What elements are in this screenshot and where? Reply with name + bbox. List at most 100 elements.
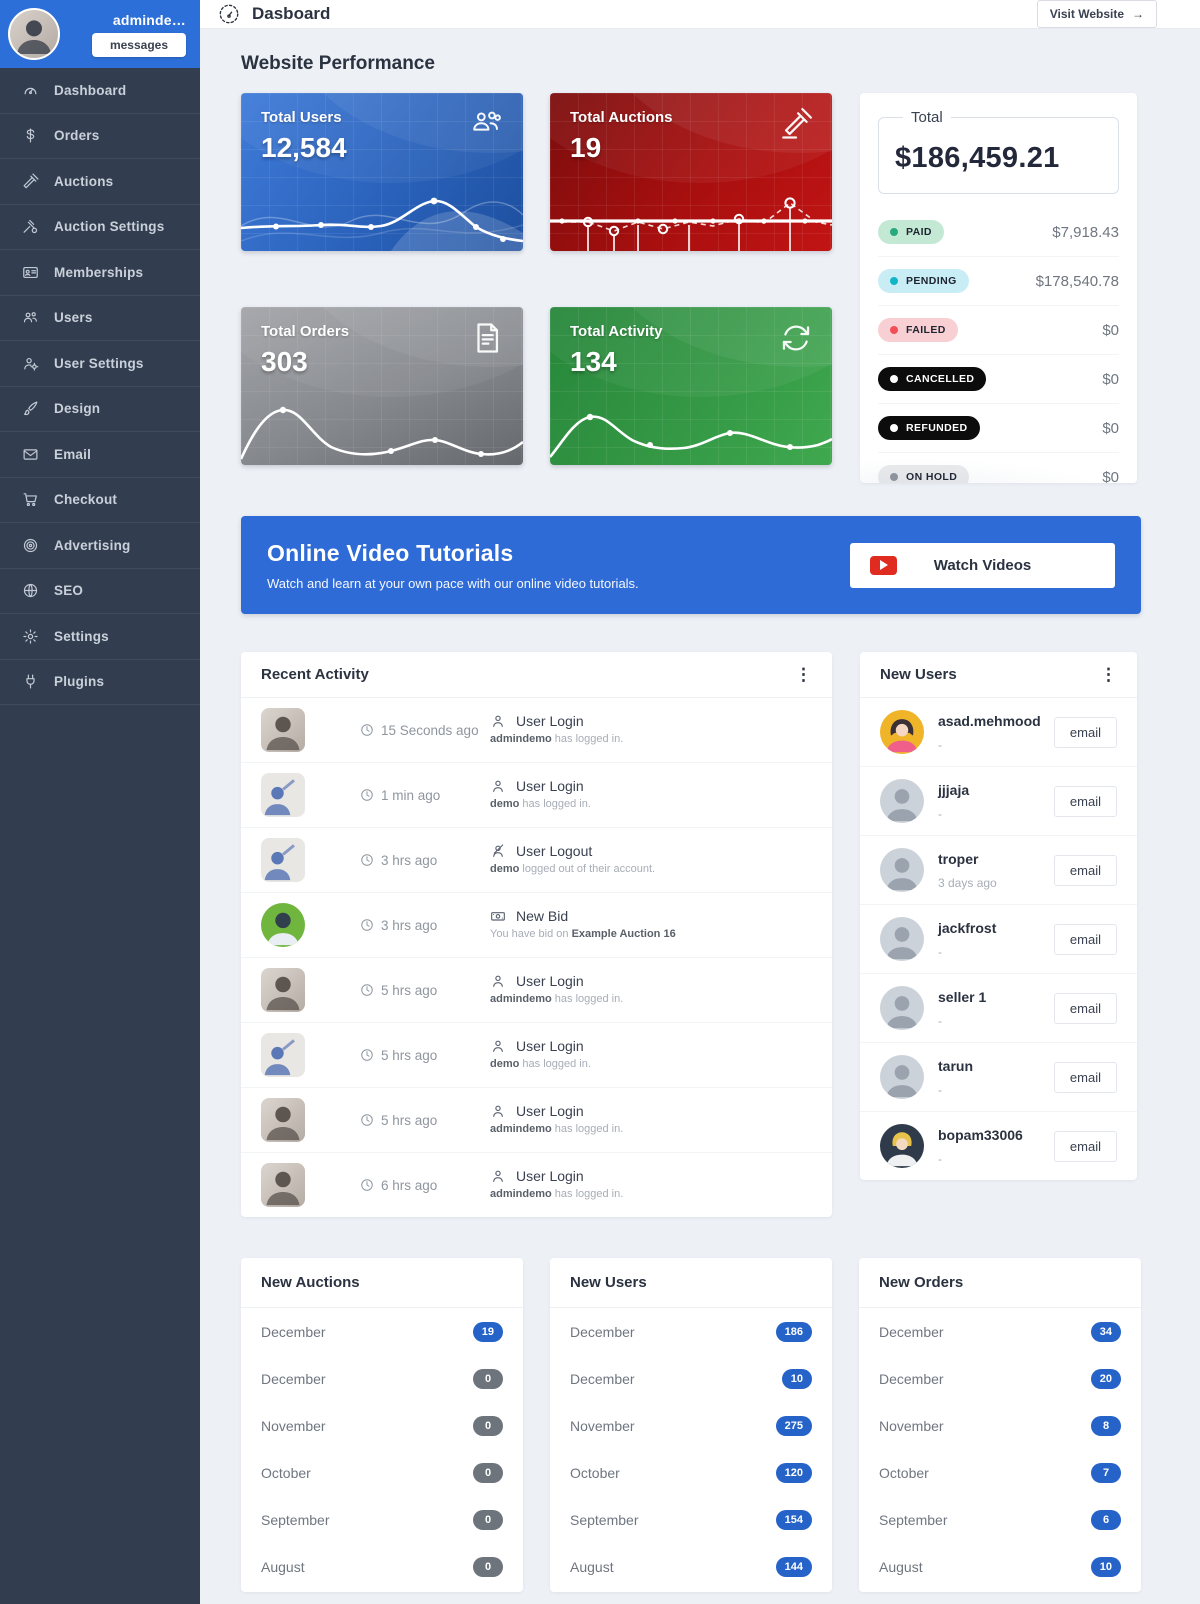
activity-action: User Login xyxy=(516,1168,584,1184)
summary-row: August 10 xyxy=(859,1543,1141,1590)
clock-icon xyxy=(361,984,373,996)
id-card-icon xyxy=(21,263,39,281)
sidebar-item-settings[interactable]: Settings xyxy=(0,614,200,660)
total-fieldset: Total $186,459.21 xyxy=(878,109,1119,194)
email-button[interactable]: email xyxy=(1053,1061,1117,1093)
messages-button[interactable]: messages xyxy=(91,32,186,57)
email-button[interactable]: email xyxy=(1053,716,1117,748)
total-activity-card[interactable]: Total Activity 134 xyxy=(550,306,832,465)
activity-detail: admindemo has logged in. xyxy=(490,993,624,1005)
card-label: Total Orders xyxy=(261,322,350,340)
kebab-menu-icon[interactable]: ⋮ xyxy=(795,665,812,684)
new-users-summary-panel: New Users December 186 December 10 Novembe… xyxy=(550,1258,832,1592)
status-rows: PAID $7,918.43 PENDING $178,540.78 FAILE… xyxy=(878,208,1119,483)
activity-time: 3 hrs ago xyxy=(381,852,438,868)
clock-icon xyxy=(361,919,373,931)
visit-website-button[interactable]: Visit Website → xyxy=(1036,0,1157,28)
card-label: Total Auctions xyxy=(570,109,673,126)
email-button[interactable]: email xyxy=(1053,1130,1117,1162)
sidebar-item-orders[interactable]: Orders xyxy=(0,114,200,159)
sidebar-item-auction-settings[interactable]: Auction Settings xyxy=(0,205,200,250)
activity-detail: demo has logged in. xyxy=(490,1058,591,1070)
sidebar-item-users[interactable]: Users xyxy=(0,296,200,341)
total-auctions-card[interactable]: Total Auctions 19 xyxy=(550,93,832,251)
user-avatar[interactable] xyxy=(8,8,60,60)
user-name: troper xyxy=(938,850,979,867)
status-value: $7,918.43 xyxy=(1052,223,1119,241)
email-button[interactable]: email xyxy=(1053,992,1117,1024)
kebab-menu-icon[interactable]: ⋮ xyxy=(1100,665,1117,684)
watch-videos-button[interactable]: Watch Videos xyxy=(850,542,1115,588)
summary-row: November 275 xyxy=(550,1402,832,1449)
activity-row: 5 hrs ago User Login admindemo has logge… xyxy=(241,1088,832,1153)
count-badge: 120 xyxy=(775,1462,812,1483)
activity-row: 1 min ago User Login demo has logged in. xyxy=(241,763,832,828)
sidebar-item-label: Users xyxy=(54,310,93,326)
gavel-icon xyxy=(21,172,39,190)
speedometer-icon xyxy=(21,81,39,99)
avatar xyxy=(261,1163,305,1207)
email-button[interactable]: email xyxy=(1053,923,1117,955)
activity-detail: You have bid on Example Auction 16 xyxy=(490,928,676,940)
sidebar-item-plugins[interactable]: Plugins xyxy=(0,660,200,705)
main-area: Dasboard Visit Website → Website Perform… xyxy=(200,0,1200,1604)
user-name: seller 1 xyxy=(938,988,987,1005)
user-login-icon xyxy=(493,1105,503,1117)
clock-icon xyxy=(361,1049,373,1061)
sidebar-item-design[interactable]: Design xyxy=(0,387,200,432)
user-gear-icon xyxy=(21,354,39,372)
avatar xyxy=(261,773,305,817)
user-login-icon xyxy=(493,780,503,792)
avatar xyxy=(880,710,924,754)
status-badge: PENDING xyxy=(878,269,969,293)
status-dot xyxy=(890,473,898,481)
visit-website-label: Visit Website xyxy=(1049,7,1124,21)
user-meta: - xyxy=(938,737,942,752)
email-button[interactable]: email xyxy=(1053,854,1117,886)
new-auctions-summary-panel: New Auctions December 19 December 0 Novemb… xyxy=(241,1258,523,1592)
user-meta: - xyxy=(938,806,942,821)
status-dot xyxy=(890,228,898,236)
sidebar-item-email[interactable]: Email xyxy=(0,432,200,478)
sidebar-item-user-settings[interactable]: User Settings xyxy=(0,341,200,387)
total-amount: $186,459.21 xyxy=(895,142,1060,174)
video-tutorials-banner: Online Video Tutorials Watch and learn a… xyxy=(241,516,1141,614)
summary-row: December 10 xyxy=(550,1355,832,1402)
email-button[interactable]: email xyxy=(1053,785,1117,817)
count-badge: 34 xyxy=(1090,1321,1121,1342)
status-value: $178,540.78 xyxy=(1035,272,1119,290)
avatar xyxy=(880,779,924,823)
user-meta: 3 days ago xyxy=(938,875,997,890)
count-badge: 0 xyxy=(473,1462,503,1483)
sidebar-item-label: Design xyxy=(54,401,101,417)
status-badge: FAILED xyxy=(878,318,958,342)
sidebar: adminde… messages Dashboard Orders Aucti… xyxy=(0,0,200,1604)
status-dot xyxy=(890,424,898,432)
sidebar-item-dashboard[interactable]: Dashboard xyxy=(0,68,200,114)
user-logout-icon xyxy=(493,844,504,857)
activity-time: 3 hrs ago xyxy=(381,917,438,933)
card-label: Total Users xyxy=(261,109,342,126)
target-icon xyxy=(21,536,39,554)
sidebar-item-memberships[interactable]: Memberships xyxy=(0,250,200,296)
banner-title: Online Video Tutorials xyxy=(267,539,514,566)
sidebar-item-label: User Settings xyxy=(54,355,144,371)
sidebar-item-advertising[interactable]: Advertising xyxy=(0,523,200,569)
activity-detail: admindemo has logged in. xyxy=(490,1188,624,1200)
sidebar-item-auctions[interactable]: Auctions xyxy=(0,159,200,205)
sidebar-item-label: SEO xyxy=(54,583,84,599)
status-row-cancelled: CANCELLED $0 xyxy=(878,355,1119,404)
total-orders-card[interactable]: Total Orders 303 xyxy=(241,306,523,465)
avatar xyxy=(880,1124,924,1168)
user-login-icon xyxy=(493,1040,503,1052)
content: Website Performance Total Users 12,584 xyxy=(200,29,1200,1604)
sidebar-user-header: adminde… messages xyxy=(0,0,200,68)
user-name: adminde… xyxy=(112,11,186,28)
sidebar-item-seo[interactable]: SEO xyxy=(0,569,200,614)
total-users-card[interactable]: Total Users 12,584 xyxy=(241,93,523,251)
sidebar-item-checkout[interactable]: Checkout xyxy=(0,478,200,523)
users-group-icon xyxy=(467,107,507,141)
user-meta: - xyxy=(938,1151,942,1166)
gavel-settings-icon xyxy=(21,218,39,236)
section-title: Website Performance xyxy=(241,53,435,74)
